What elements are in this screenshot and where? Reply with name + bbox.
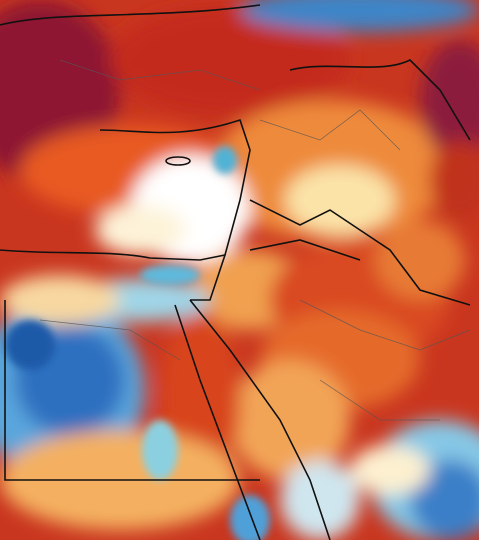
internal-borders <box>39 59 471 421</box>
detail-field <box>5 146 270 540</box>
border-jordan <box>249 239 361 261</box>
coastline-red-sea-east <box>189 299 331 540</box>
coastline-north-africa <box>0 249 227 301</box>
coastline-red-sea-west <box>174 304 261 540</box>
borders <box>0 4 471 540</box>
border-turkey <box>289 59 471 141</box>
cyprus <box>165 156 191 166</box>
border-egypt-sudan <box>4 300 260 481</box>
coastline-black-sea <box>0 4 261 26</box>
coastline-levant <box>99 118 251 256</box>
border-iraq-saudi <box>249 199 471 306</box>
